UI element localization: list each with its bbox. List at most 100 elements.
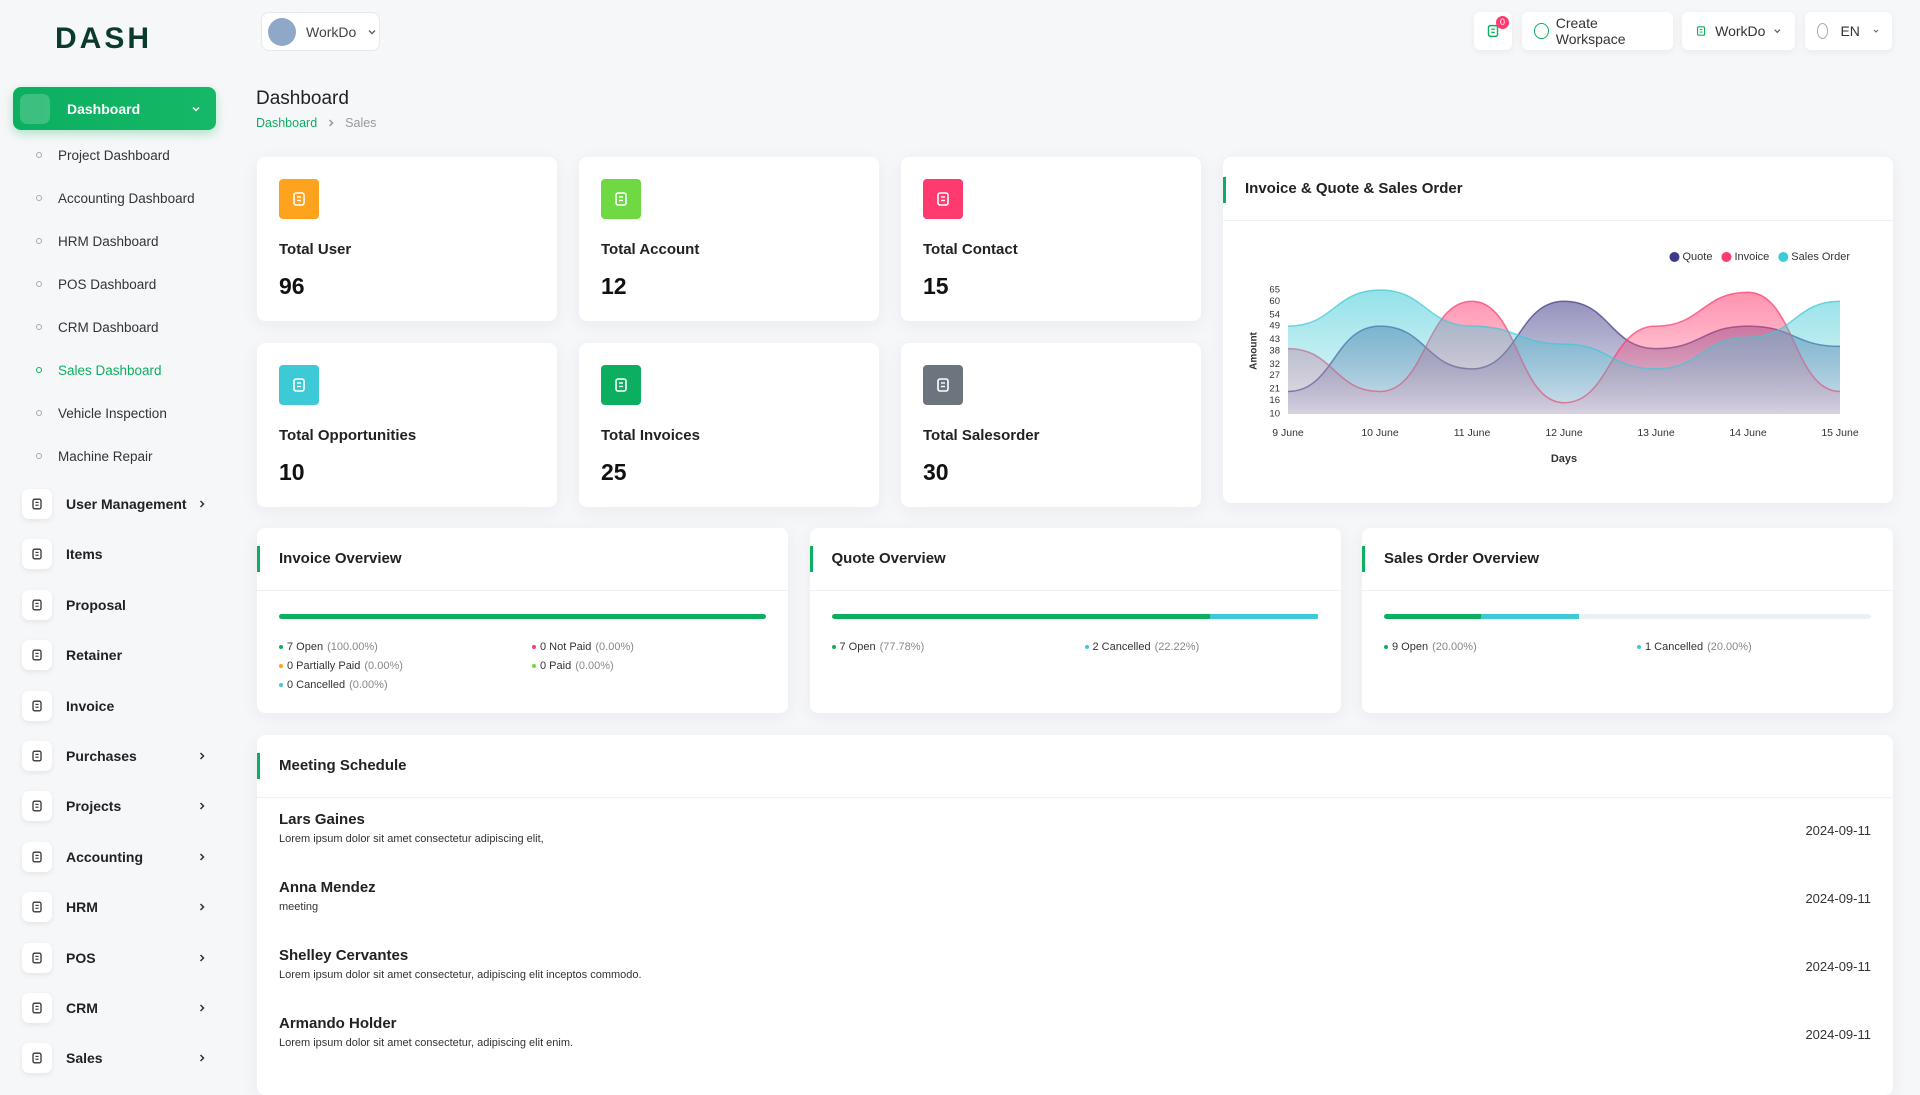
chevron-path	[199, 1054, 205, 1062]
card-accent	[1223, 177, 1226, 203]
nav-item[interactable]: Projects	[22, 790, 212, 822]
stat-icon	[601, 179, 641, 219]
meeting-name: Lars Gaines	[279, 811, 365, 828]
stat-label: Total Opportunities	[279, 427, 417, 444]
nav-icon	[22, 741, 52, 771]
chevron	[199, 853, 205, 861]
nav-item[interactable]: Sales	[22, 1042, 212, 1074]
nav-label: CRM	[66, 1000, 98, 1016]
nav-sublabel: Sales Dashboard	[58, 362, 162, 378]
workspace-menu[interactable]: WorkDo	[1682, 12, 1795, 50]
chevron-path	[329, 119, 334, 127]
nav-subitem[interactable]: CRM Dashboard	[36, 317, 159, 337]
nav-item[interactable]: Accounting	[22, 841, 212, 873]
nav-icon	[22, 589, 52, 620]
y-tick-label: 16	[1269, 395, 1280, 406]
nav-bullet	[36, 453, 42, 459]
nav-item[interactable]: Proposal	[22, 589, 212, 621]
nav-label: User Management	[66, 496, 187, 512]
nav-label: Proposal	[66, 596, 126, 613]
x-tick-label: 11 June	[1454, 427, 1491, 439]
card-accent	[257, 546, 260, 572]
icon	[32, 1002, 42, 1014]
legend-item: 0 Not Paid (0.00%)	[532, 641, 634, 653]
stat-card: Total Opportunities 10	[257, 343, 557, 507]
icon	[293, 192, 305, 206]
chevron	[1873, 29, 1879, 33]
icon-shape	[32, 649, 42, 661]
icon	[1696, 26, 1706, 36]
overview-title: Invoice Overview	[279, 550, 402, 567]
meeting-date: 2024-09-11	[1805, 891, 1871, 906]
nav-item[interactable]: Items	[22, 538, 212, 570]
legend-percent: (0.00%)	[364, 660, 403, 672]
nav-item[interactable]: Retainer	[22, 639, 212, 671]
stat-label: Total User	[279, 241, 352, 258]
stat-card: Total User 96	[257, 157, 557, 321]
nav-subitem[interactable]: POS Dashboard	[36, 274, 156, 294]
nav-subitem[interactable]: Vehicle Inspection	[36, 403, 167, 423]
breadcrumb-item: Sales	[345, 116, 377, 130]
stat-label: Total Salesorder	[923, 427, 1040, 444]
stat-card: Total Salesorder 30	[901, 343, 1201, 507]
progress-track	[279, 614, 766, 619]
icon-shape	[32, 851, 42, 863]
stat-value: 25	[601, 459, 627, 485]
line	[1287, 289, 1841, 370]
nav-subitem[interactable]: Project Dashboard	[36, 145, 170, 165]
icon	[937, 378, 949, 392]
icon	[32, 901, 42, 913]
nav-icon	[22, 892, 52, 923]
notification-button[interactable]: 0	[1474, 12, 1512, 50]
create-workspace-button[interactable]: Create Workspace	[1522, 12, 1673, 50]
area	[1288, 290, 1840, 414]
progress-segment	[1481, 614, 1579, 619]
nav-item-active[interactable]: Dashboard	[13, 87, 216, 130]
globe-icon	[1817, 23, 1829, 39]
nav-subitem[interactable]: Machine Repair	[36, 446, 153, 466]
legend-dot	[532, 664, 536, 668]
overview-card: Sales Order Overview 9 Open (20.00%) 1 Canc…	[1362, 528, 1893, 713]
y-tick-label: 10	[1269, 409, 1280, 420]
nav-label: Dashboard	[67, 100, 141, 117]
card-separator	[809, 590, 1341, 591]
legend-marker	[1669, 252, 1680, 262]
chevron	[199, 500, 205, 508]
workspace-menu-label: WorkDo	[1715, 23, 1766, 39]
nav-bullet	[36, 367, 42, 373]
nav-subitem[interactable]: Sales Dashboard	[36, 360, 162, 380]
nav-item[interactable]: Purchases	[22, 740, 212, 772]
legend-percent: (22.22%)	[1154, 641, 1200, 653]
breadcrumb-item[interactable]: Dashboard	[256, 116, 318, 130]
icon	[937, 192, 949, 206]
nav-sublabel: Project Dashboard	[58, 147, 170, 163]
nav-subitem[interactable]: Accounting Dashboard	[36, 188, 195, 208]
chevron	[199, 752, 205, 760]
stat-card: Total Account 12	[579, 157, 879, 321]
nav-item[interactable]: POS	[22, 942, 212, 974]
nav-subitem[interactable]: HRM Dashboard	[36, 231, 159, 251]
card-separator	[257, 797, 1893, 798]
nav-icon	[22, 791, 52, 822]
y-tick-label: 43	[1269, 334, 1280, 345]
chevron	[199, 1054, 205, 1062]
language-menu[interactable]: EN	[1805, 12, 1892, 50]
chevron	[368, 29, 376, 35]
icon	[32, 750, 42, 762]
icon-shape	[293, 192, 305, 206]
nav-item[interactable]: Invoice	[22, 690, 212, 722]
icon-shape	[32, 548, 42, 560]
workspace-select[interactable]: WorkDo	[261, 12, 380, 51]
icon	[293, 378, 305, 392]
nav-item[interactable]: User Management	[22, 488, 212, 520]
nav-icon	[22, 841, 52, 872]
chevron-path	[368, 29, 376, 35]
stat-value: 10	[279, 459, 305, 485]
nav-item[interactable]: CRM	[22, 992, 212, 1024]
legend-marker	[1778, 252, 1789, 262]
legend-label: 1 Cancelled	[1645, 641, 1704, 653]
icon	[32, 649, 42, 661]
legend-label: Sales Order	[1791, 251, 1850, 263]
nav-item[interactable]: HRM	[22, 891, 212, 923]
